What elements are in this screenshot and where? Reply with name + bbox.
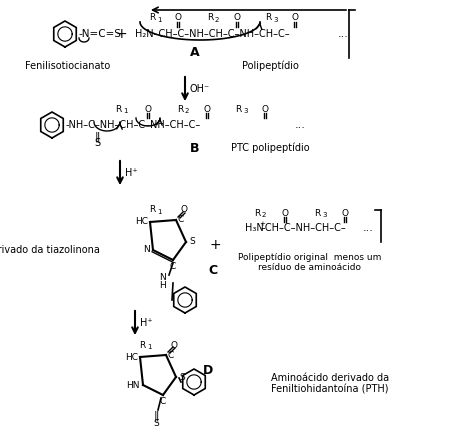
Text: 1: 1 (156, 209, 161, 215)
Text: C: C (170, 262, 176, 271)
Text: H⁺: H⁺ (125, 168, 137, 178)
Text: O: O (170, 340, 177, 349)
Text: C: C (208, 264, 217, 277)
Text: R: R (264, 13, 271, 23)
Text: N: N (143, 246, 150, 255)
Text: R: R (148, 206, 155, 214)
Text: 3: 3 (321, 212, 326, 218)
Text: R: R (148, 13, 155, 23)
Text: O: O (233, 13, 240, 23)
Text: O: O (180, 206, 187, 214)
Text: PTC polipeptídio: PTC polipeptídio (230, 143, 308, 153)
Text: O: O (174, 13, 181, 23)
Text: +: + (258, 221, 264, 227)
Text: +: + (116, 27, 127, 41)
Text: Aminoácido derivado da: Aminoácido derivado da (270, 373, 388, 383)
Text: S: S (153, 419, 158, 427)
Text: Derivado da tiazolinona: Derivado da tiazolinona (0, 245, 100, 255)
Text: ...: ... (337, 29, 348, 39)
Text: Polipeptídio original  menos um: Polipeptídio original menos um (238, 253, 381, 262)
Text: OH⁻: OH⁻ (189, 84, 210, 94)
Text: D: D (202, 363, 213, 377)
Text: ‖: ‖ (94, 132, 100, 142)
Text: R: R (313, 209, 319, 217)
Text: resíduo de aminoácido: resíduo de aminoácido (258, 264, 361, 272)
Text: H₂N–CH–C–NH–CH–C–NH–CH–C–: H₂N–CH–C–NH–CH–C–NH–CH–C– (135, 29, 289, 39)
Text: HC: HC (125, 352, 138, 362)
Text: O: O (261, 104, 268, 113)
Text: O: O (341, 209, 348, 217)
Text: -NH–C–NH–CH–C–NH–CH–C–: -NH–C–NH–CH–C–NH–CH–C– (66, 120, 201, 130)
Text: 1: 1 (147, 344, 151, 350)
Text: –CH–C–NH–CH–C–: –CH–C–NH–CH–C– (260, 223, 346, 233)
Text: 3: 3 (272, 17, 277, 23)
Text: H⁺: H⁺ (140, 318, 152, 328)
Text: 2: 2 (262, 212, 266, 218)
Text: S: S (179, 372, 184, 381)
Text: Fenilisotiocianato: Fenilisotiocianato (25, 61, 110, 71)
Text: 3: 3 (243, 108, 247, 114)
Text: R: R (176, 104, 183, 113)
Text: H: H (159, 281, 166, 291)
Text: ...: ... (362, 223, 373, 233)
Text: H₃N: H₃N (244, 223, 263, 233)
Text: C: C (178, 216, 184, 224)
Text: HC: HC (135, 217, 147, 226)
Text: Feniltiohidantoína (PTH): Feniltiohidantoína (PTH) (271, 385, 388, 395)
Text: C: C (168, 350, 174, 359)
Text: -N=C=S: -N=C=S (79, 29, 122, 39)
Text: R: R (138, 340, 145, 349)
Text: Polipeptídio: Polipeptídio (241, 61, 298, 71)
Text: HN: HN (126, 381, 140, 390)
Text: R: R (115, 104, 121, 113)
Text: N: N (159, 274, 166, 282)
Text: S: S (189, 237, 194, 246)
Text: 2: 2 (215, 17, 219, 23)
Text: ...: ... (295, 120, 305, 130)
Text: 2: 2 (184, 108, 189, 114)
Text: C: C (160, 397, 166, 406)
Text: A: A (190, 45, 199, 58)
Text: O: O (203, 104, 210, 113)
Text: O: O (281, 209, 288, 217)
Text: R: R (235, 104, 240, 113)
Text: O: O (291, 13, 298, 23)
Text: R: R (253, 209, 259, 217)
Text: 1: 1 (156, 17, 161, 23)
Text: S: S (94, 138, 100, 148)
Text: ‖: ‖ (153, 411, 158, 421)
Text: 1: 1 (123, 108, 127, 114)
Text: O: O (144, 104, 151, 113)
Text: R: R (207, 13, 213, 23)
Text: B: B (190, 142, 199, 155)
Text: +: + (209, 238, 221, 252)
